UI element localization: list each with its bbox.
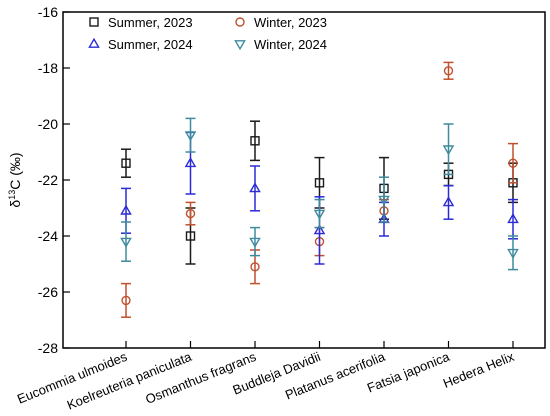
series-summer-2024 [120, 131, 519, 265]
y-tick-label: -22 [38, 172, 58, 188]
y-axis-title: δ13C (‰) [7, 152, 23, 207]
data-point-triangle-down [507, 248, 519, 260]
y-axis-title-rest: C (‰) [7, 152, 23, 189]
data-point-circle [185, 208, 196, 219]
data-point-circle [508, 158, 518, 168]
y-tick-label: -28 [38, 340, 58, 356]
y-tick-label: -26 [38, 284, 58, 300]
y-axis-title-superscript: 13 [7, 190, 17, 200]
data-point-triangle-up [442, 196, 455, 207]
y-axis: -16 -18 -20 -22 -24 -26 -28 [38, 4, 70, 356]
data-point-triangle-down [184, 131, 197, 142]
series-winter-2024 [120, 117, 519, 271]
data-point-triangle-down [442, 145, 455, 156]
legend-label: Summer, 2023 [108, 15, 193, 30]
series-layer [120, 61, 519, 318]
data-point-triangle-down [378, 195, 390, 206]
data-point-triangle-down [120, 237, 132, 248]
data-point-square [250, 136, 260, 146]
data-point-triangle-down [234, 40, 246, 51]
data-point-circle [250, 262, 260, 272]
y-axis-title-delta: δ [7, 200, 23, 208]
legend-label: Winter, 2023 [254, 15, 327, 30]
y-tick-label: -24 [38, 228, 58, 244]
x-tick-label: Hedera Helix [441, 349, 517, 391]
plot-frame [62, 11, 546, 349]
data-point-circle [443, 66, 454, 76]
data-point-square [121, 158, 131, 168]
y-tick-label: -18 [38, 60, 58, 76]
data-point-triangle-down [249, 237, 261, 248]
data-point-triangle-up [120, 204, 132, 215]
data-point-triangle-up [184, 156, 197, 168]
x-tick-label: Osmanthus fragrans [143, 349, 258, 407]
data-point-triangle-down [313, 209, 326, 220]
data-point-triangle-up [507, 212, 519, 224]
y-tick-label: -16 [38, 4, 58, 20]
data-point-circle [121, 295, 131, 306]
data-point-square [185, 231, 196, 241]
legend: Summer, 2023 Summer, 2024 Winter, 2023 Wint… [88, 15, 327, 52]
data-point-triangle-up [249, 182, 261, 193]
y-tick-label: -20 [38, 116, 58, 132]
data-point-square [89, 17, 99, 27]
legend-label: Winter, 2024 [254, 37, 327, 52]
data-point-triangle-up [88, 37, 100, 48]
data-point-triangle-up [313, 224, 326, 235]
data-point-circle [235, 17, 245, 27]
data-point-square [314, 178, 325, 188]
legend-label: Summer, 2024 [108, 37, 193, 52]
